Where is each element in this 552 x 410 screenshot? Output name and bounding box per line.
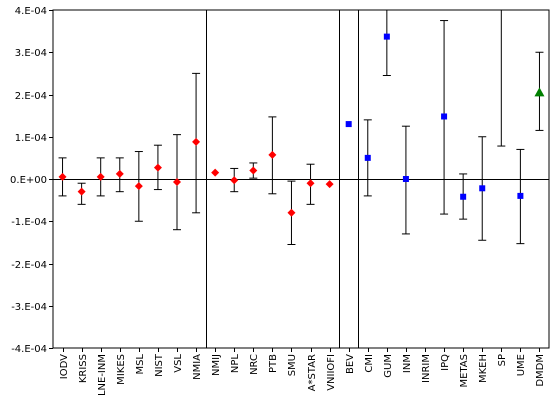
data-point-square xyxy=(460,193,467,200)
data-point-diamond xyxy=(115,169,124,178)
y-tick-label: -4.E-04 xyxy=(11,344,47,355)
x-tick-label: SMU xyxy=(287,354,298,376)
data-point-diamond xyxy=(268,150,277,159)
y-tick-label: 4.E-04 xyxy=(15,6,47,17)
x-tick-label: LNE-INM xyxy=(97,354,108,396)
data-point-diamond xyxy=(287,208,296,217)
label-layer: 4.E-04 3.E-04 2.E-04 1.E-04 0.E+00 -1.E-04 -2.… xyxy=(10,6,546,396)
data-point-square xyxy=(402,176,409,182)
data-point-square xyxy=(441,113,448,120)
x-tick-label: UME xyxy=(516,354,527,376)
data-point-diamond xyxy=(249,166,258,175)
axis-layer xyxy=(49,9,550,352)
x-tick-label: CMI xyxy=(364,354,375,373)
y-tick-label: 2.E-04 xyxy=(15,91,47,102)
x-tick-label: DMDM xyxy=(535,354,546,387)
data-point-square xyxy=(364,154,371,161)
y-tick-label: 3.E-04 xyxy=(15,48,47,59)
x-tick-label: PTB xyxy=(268,354,279,373)
x-tick-label: NMIA xyxy=(192,354,203,380)
x-tick-label: MIKES xyxy=(116,354,127,385)
marks-layer xyxy=(58,9,545,245)
data-point-diamond xyxy=(306,179,315,188)
x-tick-label: MSL xyxy=(135,354,146,375)
x-tick-label: INRIM xyxy=(421,354,432,383)
data-point-triangle xyxy=(534,87,545,97)
x-tick-label: SP xyxy=(497,354,508,366)
data-point-diamond xyxy=(58,172,67,181)
y-tick-label: -2.E-04 xyxy=(11,260,47,271)
data-point-diamond xyxy=(230,176,239,185)
data-point-square xyxy=(517,192,524,199)
data-point-diamond xyxy=(134,182,143,191)
x-tick-label: IPQ xyxy=(440,354,451,371)
x-tick-label: VNIIOFI xyxy=(326,354,337,391)
x-tick-label: NIST xyxy=(154,353,165,377)
x-tick-label: GUM xyxy=(383,354,394,378)
x-tick-label: NPL xyxy=(230,354,241,374)
x-tick-label: IODV xyxy=(59,354,70,379)
x-tick-label: BEV xyxy=(345,354,356,374)
data-point-diamond xyxy=(192,137,201,146)
data-point-diamond xyxy=(325,180,334,189)
data-point-diamond xyxy=(153,163,162,172)
x-tick-label: MKEH xyxy=(478,354,489,383)
y-tick-label: -1.E-04 xyxy=(11,217,47,228)
data-point-diamond xyxy=(211,168,220,177)
x-tick-label: VSL xyxy=(173,354,184,373)
data-point-diamond xyxy=(173,177,181,186)
data-point-square xyxy=(345,121,352,128)
data-point-square xyxy=(479,185,486,192)
y-tick-label: -3.E-04 xyxy=(11,302,47,313)
y-tick-label: 0.E+00 xyxy=(10,175,47,186)
x-tick-label: NRC xyxy=(249,354,260,375)
x-tick-label: INM xyxy=(402,354,413,373)
x-tick-label: METAS xyxy=(459,354,470,387)
data-point-diamond xyxy=(96,172,105,181)
y-tick-label: 1.E-04 xyxy=(15,133,47,144)
x-tick-label: NMIJ xyxy=(211,354,222,376)
data-point-square xyxy=(383,33,390,40)
data-point-diamond xyxy=(77,187,86,196)
x-tick-label: A*STAR xyxy=(307,354,318,391)
x-tick-label: KRISS xyxy=(78,354,89,383)
